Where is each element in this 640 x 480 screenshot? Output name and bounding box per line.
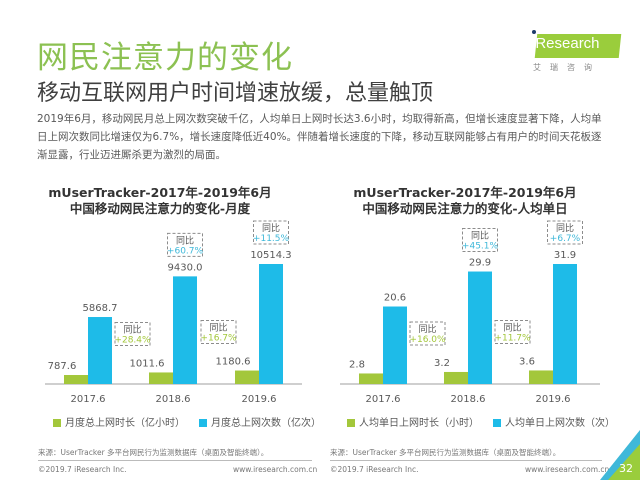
growth-value: +28.4% xyxy=(114,335,151,345)
logo-text: iResearch xyxy=(532,35,600,52)
x-tick-label: 2017.6 xyxy=(366,394,401,405)
data-label: 5868.7 xyxy=(83,303,118,314)
page-title: 网民注意力的变化 xyxy=(37,40,293,76)
page-number: 32 xyxy=(619,462,633,475)
x-tick-label: 2019.6 xyxy=(242,394,277,405)
logo-cn-text: 艾瑞咨询 xyxy=(533,63,601,72)
data-label: 29.9 xyxy=(469,258,491,269)
growth-box xyxy=(547,220,583,245)
bar-green xyxy=(235,370,259,384)
x-tick-label: 2018.6 xyxy=(451,394,486,405)
data-label: 10514.3 xyxy=(250,250,291,261)
bar-green xyxy=(444,371,468,384)
chart1-title: mUserTracker-2017年-2019年6月 中国移动网民注意力的变化-… xyxy=(40,185,280,217)
growth-label: 同比 xyxy=(471,230,489,242)
legend-item-blue: 人均单日上网次数（次） xyxy=(493,414,615,429)
growth-box xyxy=(409,321,446,346)
chart1-title-line2: 中国移动网民注意力的变化-月度 xyxy=(69,201,251,216)
growth-label: 同比 xyxy=(262,222,280,234)
corner-decoration xyxy=(600,430,640,480)
body-text: 2019年6月，移动网民月总上网次数突破千亿，人均单日上网时长达3.6小时，均取… xyxy=(37,113,602,161)
copyright: ©2019.7 iResearch Inc. xyxy=(38,465,127,474)
growth-value: +60.7% xyxy=(167,246,204,256)
x-tick-label: 2017.6 xyxy=(71,394,106,405)
chart2-plot: 2017.62.820.62018.63.2同比+16.0%29.9同比+45.… xyxy=(340,220,600,405)
legend-label: 月度总上网时长（亿小时） xyxy=(65,418,185,429)
data-label: 1180.6 xyxy=(216,357,251,368)
chart1-legend: 月度总上网时长（亿小时） 月度总上网次数（亿次） xyxy=(53,414,321,429)
chart2-source: 来源：UserTracker 多平台网民行为监测数据库（桌面及智能终端）。 xyxy=(330,448,561,457)
legend-item-green: 月度总上网时长（亿小时） xyxy=(53,414,185,429)
legend-item-blue: 月度总上网次数（亿次） xyxy=(199,414,321,429)
chart1-plot: 2017.6787.65868.72018.61011.6同比+28.4%943… xyxy=(45,220,302,405)
growth-box xyxy=(200,320,237,345)
bar-blue xyxy=(173,276,197,384)
bar-green xyxy=(529,370,553,384)
data-label: 20.6 xyxy=(384,293,406,304)
legend-item-green: 人均单日上网时长（小时） xyxy=(347,414,479,429)
bar-blue xyxy=(88,317,112,384)
growth-label: 同比 xyxy=(209,322,227,334)
legend-label: 月度总上网次数（亿次） xyxy=(211,418,321,429)
footer-url: www.iresearch.com.cn xyxy=(233,465,318,474)
bar-blue xyxy=(468,271,492,384)
growth-label: 同比 xyxy=(123,323,141,335)
chart2-title-line2: 中国移动网民注意力的变化-人均单日 xyxy=(362,201,568,216)
growth-value: +11.5% xyxy=(253,234,290,244)
growth-label: 同比 xyxy=(556,222,574,234)
growth-value: +6.7% xyxy=(550,234,581,244)
growth-box xyxy=(114,321,151,346)
x-tick-label: 2019.6 xyxy=(536,394,571,405)
x-tick-label: 2018.6 xyxy=(156,394,191,405)
bar-green xyxy=(359,373,383,384)
growth-box xyxy=(494,319,531,344)
divider xyxy=(330,460,602,461)
growth-box xyxy=(253,220,289,245)
growth-value: +45.1% xyxy=(462,242,499,252)
chart1-title-line1: mUserTracker-2017年-2019年6月 xyxy=(48,185,272,200)
divider xyxy=(38,460,312,461)
data-label: 31.9 xyxy=(554,250,576,261)
growth-value: +11.7% xyxy=(494,333,531,343)
bar-blue xyxy=(259,264,283,384)
growth-label: 同比 xyxy=(418,323,436,335)
bar-blue xyxy=(553,264,577,384)
data-label: 1011.6 xyxy=(130,358,165,369)
growth-label: 同比 xyxy=(176,234,194,246)
footer-url: www.iresearch.com.cn xyxy=(525,465,610,474)
growth-box xyxy=(462,228,498,253)
page-subtitle: 移动互联网用户时间增速放缓，总量触顶 xyxy=(37,81,434,106)
data-label: 3.2 xyxy=(434,358,450,369)
legend-label: 人均单日上网时长（小时） xyxy=(359,418,479,429)
chart2-title-line1: mUserTracker-2017年-2019年6月 xyxy=(353,185,577,200)
growth-label: 同比 xyxy=(503,321,521,333)
chart1-source: 来源：UserTracker 多平台网民行为监测数据库（桌面及智能终端）。 xyxy=(38,448,269,457)
copyright: ©2019.7 iResearch Inc. xyxy=(330,465,419,474)
data-label: 9430.0 xyxy=(168,262,203,273)
chart2-legend: 人均单日上网时长（小时） 人均单日上网次数（次） xyxy=(347,414,615,429)
bar-blue xyxy=(383,306,407,384)
growth-box xyxy=(167,232,203,257)
data-label: 2.8 xyxy=(349,359,365,370)
growth-value: +16.0% xyxy=(409,335,446,345)
data-label: 787.6 xyxy=(48,361,77,372)
legend-label: 人均单日上网次数（次） xyxy=(505,418,615,429)
data-label: 3.6 xyxy=(519,356,535,367)
chart2-title: mUserTracker-2017年-2019年6月 中国移动网民注意力的变化-… xyxy=(345,185,585,217)
bar-green xyxy=(64,375,88,384)
growth-value: +16.7% xyxy=(200,334,237,344)
iresearch-logo: iResearch 艾瑞咨询 xyxy=(528,30,628,74)
bar-green xyxy=(149,372,173,384)
